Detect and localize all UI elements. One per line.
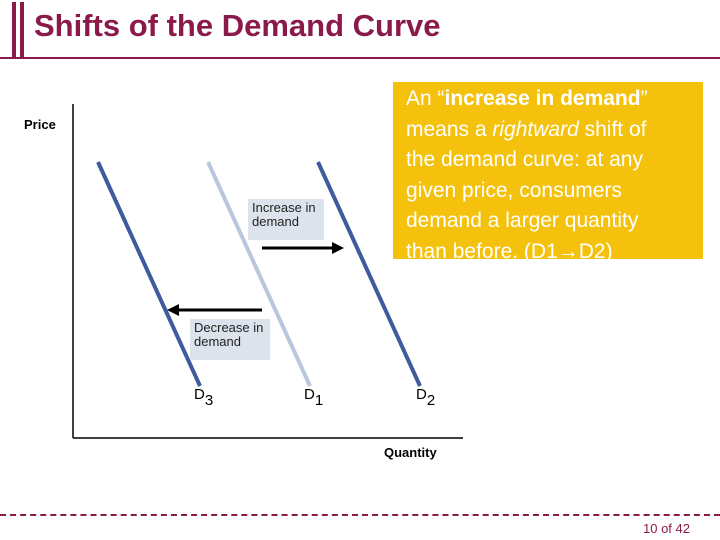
increase-label: Increase in demand bbox=[248, 199, 324, 240]
title-accent-bar bbox=[12, 2, 24, 58]
curve-label-d1: D1 bbox=[304, 386, 324, 409]
title-divider bbox=[0, 57, 720, 59]
explanation-note: An “increase in demand” means a rightwar… bbox=[393, 82, 703, 263]
decrease-label: Decrease in demand bbox=[190, 319, 270, 360]
curve-label-d2: D2 bbox=[416, 386, 436, 409]
x-axis-label: Quantity bbox=[384, 445, 437, 460]
y-axis-label: Price bbox=[24, 117, 56, 132]
footer-divider bbox=[0, 514, 720, 516]
page-number: 10 of 42 bbox=[643, 521, 690, 536]
demand-curve-d2 bbox=[316, 161, 422, 387]
curve-label-d3: D3 bbox=[194, 386, 214, 409]
demand-curve-d3 bbox=[96, 161, 202, 387]
decrease-arrowhead bbox=[167, 304, 179, 316]
increase-arrowhead bbox=[332, 242, 344, 254]
right-arrow-icon: → bbox=[557, 239, 579, 263]
slide-title: Shifts of the Demand Curve bbox=[34, 8, 441, 43]
demand-curve-d1 bbox=[206, 161, 312, 387]
